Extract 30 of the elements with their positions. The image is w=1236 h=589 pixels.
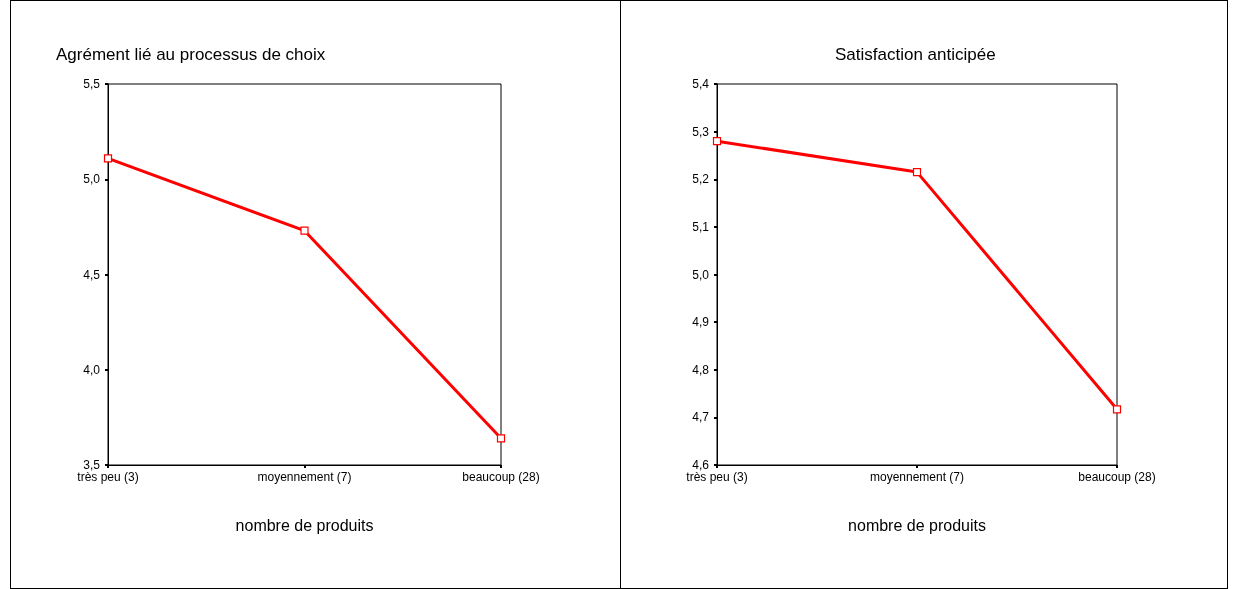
y-tick-label: 5,1 [692,219,710,234]
y-tick-label: 4,7 [692,410,710,425]
point [712,137,722,146]
y-tick-label: 5,5 [83,77,101,91]
y-tick-label: 5,3 [692,124,710,139]
y-tick-label: 4,5 [83,267,101,282]
y-tick-label: 5,4 [692,77,710,91]
y-tick-label: 5,2 [692,172,710,187]
x-axis-title: nombre de produits [848,516,986,534]
y-tick-label: 4,8 [692,362,710,377]
y-tick-label: 4,0 [83,362,101,377]
chart-title: Agrément lié au processus de choix [56,45,326,64]
y-tick-label: 5,0 [692,267,710,282]
point [1112,405,1122,414]
chart-title: Satisfaction anticipée [835,45,996,64]
point [912,168,922,177]
y-tick-label: 4,6 [692,458,710,472]
x-tick-label: moyennement (7) [257,470,352,484]
x-tick-label: très peu (3) [686,470,748,484]
y-tick-label: 5,0 [83,172,101,187]
y-tick-label: 3,5 [83,458,101,472]
x-tick-label: très peu (3) [77,470,139,484]
x-tick-label: beaucoup (28) [462,470,540,484]
x-axis-title: nombre de produits [235,516,374,534]
y-tick-label: 4,9 [692,315,710,330]
point [103,154,113,163]
point [496,434,506,443]
x-tick-label: moyennement (7) [869,470,965,484]
point [300,226,309,235]
x-tick-label: beaucoup (28) [1078,470,1156,484]
